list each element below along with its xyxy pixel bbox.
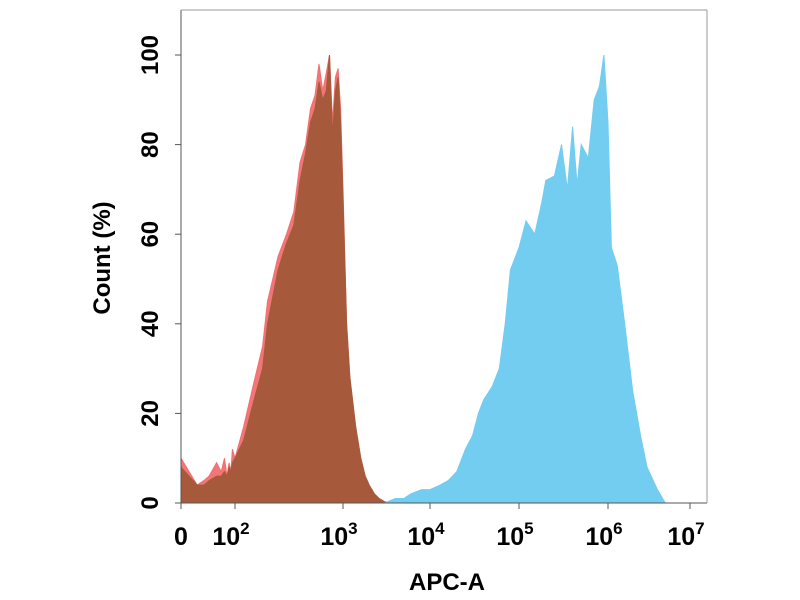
x-tick-label: 105 [496, 519, 533, 551]
x-axis-title: APC-A [409, 569, 485, 596]
x-tick-label: 107 [667, 519, 704, 551]
x-tick-label: 106 [585, 519, 622, 551]
y-tick-label: 100 [137, 35, 164, 75]
histogram-series-3 [384, 54, 667, 504]
y-axis-title: Count (%) [89, 201, 116, 314]
histogram-series-2 [180, 54, 391, 504]
x-tick-label: 103 [320, 519, 357, 551]
y-tick-label: 60 [137, 221, 164, 248]
x-tick-label: 0 [174, 523, 188, 551]
series-layer [180, 54, 667, 504]
x-tick-label: 102 [212, 519, 249, 551]
y-tick-label: 20 [137, 400, 164, 427]
y-tick-label: 40 [137, 310, 164, 337]
axes-layer [180, 9, 708, 504]
ticks-layer: 0 102 103 104 105 106 107 0 20 40 60 80 100 [137, 35, 705, 551]
y-tick-label: 80 [137, 131, 164, 158]
x-tick-label: 104 [407, 519, 445, 551]
y-tick-label: 0 [137, 496, 164, 509]
